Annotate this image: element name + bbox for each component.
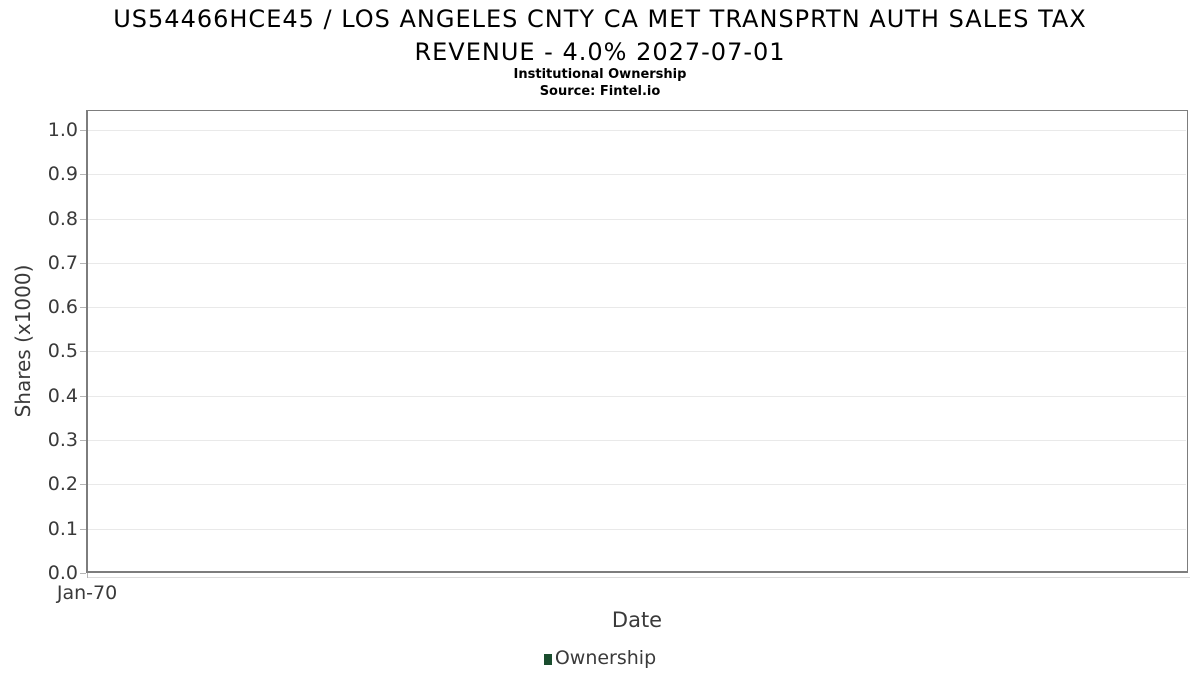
gridline	[88, 529, 1186, 530]
gridline	[88, 484, 1186, 485]
y-tick-label: 0.8	[47, 208, 78, 230]
y-tick-mark	[80, 219, 86, 220]
gridline	[88, 351, 1186, 352]
y-tick-label: 0.7	[47, 252, 78, 274]
plot-area	[86, 110, 1188, 573]
gridline	[88, 219, 1186, 220]
y-tick-mark	[80, 573, 86, 574]
gridline	[88, 263, 1186, 264]
x-tick-label: Jan-70	[56, 582, 118, 604]
chart-title-line-1: US54466HCE45 / LOS ANGELES CNTY CA MET T…	[113, 5, 1087, 33]
gridline	[88, 307, 1186, 308]
y-tick-label: 0.9	[47, 163, 78, 185]
y-tick-mark	[80, 263, 86, 264]
y-tick-mark	[80, 529, 86, 530]
chart-title-line-2: REVENUE - 4.0% 2027-07-01	[414, 38, 786, 66]
y-tick-mark	[80, 484, 86, 485]
y-tick-mark	[80, 307, 86, 308]
y-tick-mark	[80, 396, 86, 397]
legend-marker-square	[543, 653, 552, 665]
y-tick-label: 1.0	[47, 119, 78, 141]
chart-source: Source: Fintel.io	[539, 84, 661, 99]
x-axis-title: Date	[611, 608, 663, 632]
y-tick-label: 0.4	[47, 385, 78, 407]
y-tick-label: 0.3	[47, 429, 78, 451]
y-tick-label: 0.6	[47, 296, 78, 318]
y-tick-label: 0.1	[47, 518, 78, 540]
legend-label: Ownership	[554, 647, 657, 669]
y-tick-label: 0.2	[47, 473, 78, 495]
gridline	[88, 396, 1186, 397]
y-tick-mark	[80, 351, 86, 352]
gridline	[88, 440, 1186, 441]
gridline	[88, 130, 1186, 131]
y-tick-mark	[80, 440, 86, 441]
legend: Ownership	[0, 647, 1200, 669]
axis-shadow-line	[88, 577, 1190, 578]
y-tick-label: 0.0	[47, 562, 78, 584]
x-tick-mark	[87, 573, 88, 578]
y-tick-label: 0.5	[47, 340, 78, 362]
chart-subtitle: Institutional Ownership	[513, 67, 687, 82]
y-tick-mark	[80, 130, 86, 131]
gridline	[88, 174, 1186, 175]
y-tick-mark	[80, 174, 86, 175]
